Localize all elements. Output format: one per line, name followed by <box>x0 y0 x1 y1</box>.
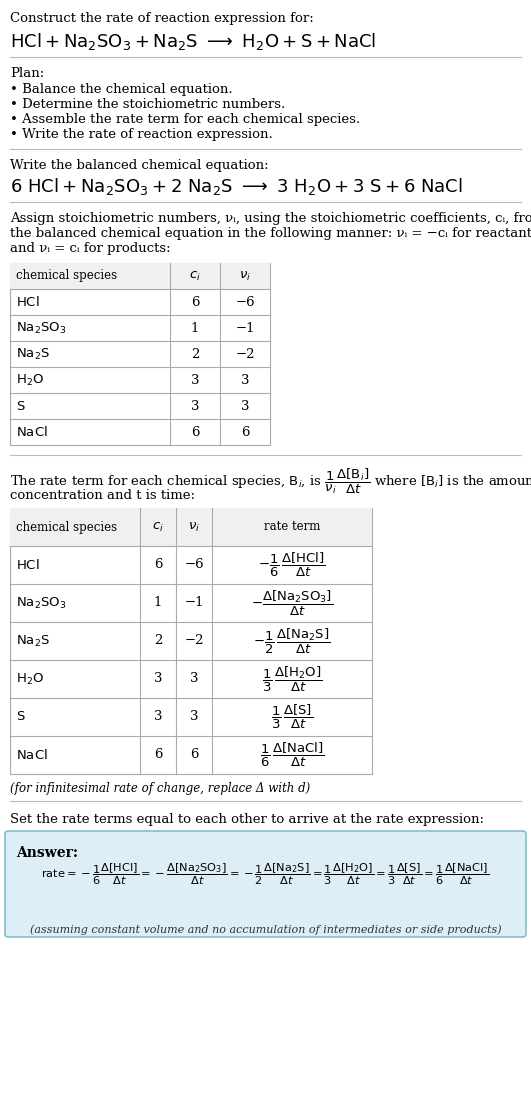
Bar <box>10 507 372 546</box>
Text: $\nu_i$: $\nu_i$ <box>188 521 200 534</box>
Text: 3: 3 <box>154 673 162 686</box>
Text: $\mathrm{NaCl}$: $\mathrm{NaCl}$ <box>16 748 48 762</box>
Text: −1: −1 <box>235 321 255 335</box>
Text: Write the balanced chemical equation:: Write the balanced chemical equation: <box>10 160 269 172</box>
Text: $\mathrm{H_2O}$: $\mathrm{H_2O}$ <box>16 372 44 388</box>
Text: 6: 6 <box>154 558 162 572</box>
Text: 6: 6 <box>241 425 249 439</box>
Text: 6: 6 <box>191 296 199 308</box>
Text: 6: 6 <box>191 425 199 439</box>
FancyBboxPatch shape <box>5 831 526 937</box>
Text: the balanced chemical equation in the following manner: νᵢ = −cᵢ for reactants: the balanced chemical equation in the fo… <box>10 227 531 240</box>
Text: concentration and t is time:: concentration and t is time: <box>10 489 195 502</box>
Text: −2: −2 <box>235 348 255 360</box>
Text: $\mathrm{S}$: $\mathrm{S}$ <box>16 400 25 412</box>
Text: chemical species: chemical species <box>16 269 117 283</box>
Text: −1: −1 <box>184 596 204 609</box>
Text: $\dfrac{1}{6}\,\dfrac{\Delta[\mathrm{NaCl}]}{\Delta t}$: $\dfrac{1}{6}\,\dfrac{\Delta[\mathrm{NaC… <box>260 741 324 769</box>
Text: Plan:: Plan: <box>10 66 44 80</box>
Text: −6: −6 <box>184 558 204 572</box>
Text: 3: 3 <box>190 673 198 686</box>
Text: chemical species: chemical species <box>16 521 117 533</box>
Text: $\mathrm{rate} = -\dfrac{1}{6}\dfrac{\Delta[\mathrm{HCl}]}{\Delta t} = -\dfrac{\: $\mathrm{rate} = -\dfrac{1}{6}\dfrac{\De… <box>41 861 490 886</box>
Text: 2: 2 <box>154 635 162 647</box>
Text: $\mathrm{NaCl}$: $\mathrm{NaCl}$ <box>16 425 48 439</box>
Text: $\mathrm{HCl}$: $\mathrm{HCl}$ <box>16 558 40 572</box>
Text: $c_i$: $c_i$ <box>152 521 164 534</box>
Text: 3: 3 <box>190 710 198 724</box>
Text: and νᵢ = cᵢ for products:: and νᵢ = cᵢ for products: <box>10 242 170 255</box>
Text: • Balance the chemical equation.: • Balance the chemical equation. <box>10 83 233 96</box>
Text: Answer:: Answer: <box>16 847 78 860</box>
Text: (assuming constant volume and no accumulation of intermediates or side products): (assuming constant volume and no accumul… <box>30 924 501 934</box>
Text: 3: 3 <box>191 400 199 412</box>
Text: −2: −2 <box>184 635 204 647</box>
Text: Assign stoichiometric numbers, νᵢ, using the stoichiometric coefficients, cᵢ, fr: Assign stoichiometric numbers, νᵢ, using… <box>10 212 531 225</box>
Text: rate term: rate term <box>264 521 320 533</box>
Text: 2: 2 <box>191 348 199 360</box>
Text: $\nu_i$: $\nu_i$ <box>239 269 251 283</box>
Text: 6: 6 <box>190 749 198 761</box>
Text: $\dfrac{1}{3}\,\dfrac{\Delta[\mathrm{H_2O}]}{\Delta t}$: $\dfrac{1}{3}\,\dfrac{\Delta[\mathrm{H_2… <box>262 665 322 694</box>
Text: The rate term for each chemical species, $\mathrm{B}_i$, is $\dfrac{1}{\nu_i}\df: The rate term for each chemical species,… <box>10 466 531 496</box>
Text: 1: 1 <box>154 596 162 609</box>
Text: $\mathrm{H_2O}$: $\mathrm{H_2O}$ <box>16 671 44 687</box>
Bar <box>10 263 270 445</box>
Text: 3: 3 <box>191 373 199 387</box>
Text: • Assemble the rate term for each chemical species.: • Assemble the rate term for each chemic… <box>10 113 360 126</box>
Text: $\mathrm{S}$: $\mathrm{S}$ <box>16 710 25 724</box>
Text: $c_i$: $c_i$ <box>189 269 201 283</box>
Text: 1: 1 <box>191 321 199 335</box>
Bar <box>10 507 372 774</box>
Text: $\dfrac{1}{3}\,\dfrac{\Delta[\mathrm{S}]}{\Delta t}$: $\dfrac{1}{3}\,\dfrac{\Delta[\mathrm{S}]… <box>271 702 313 731</box>
Text: (for infinitesimal rate of change, replace Δ with d​): (for infinitesimal rate of change, repla… <box>10 782 310 796</box>
Text: $-\dfrac{1}{6}\,\dfrac{\Delta[\mathrm{HCl}]}{\Delta t}$: $-\dfrac{1}{6}\,\dfrac{\Delta[\mathrm{HC… <box>258 551 326 579</box>
Text: −6: −6 <box>235 296 255 308</box>
Text: $-\dfrac{\Delta[\mathrm{Na_2SO_3}]}{\Delta t}$: $-\dfrac{\Delta[\mathrm{Na_2SO_3}]}{\Del… <box>251 588 333 617</box>
Text: $\mathrm{Na_2S}$: $\mathrm{Na_2S}$ <box>16 347 50 361</box>
Text: 3: 3 <box>154 710 162 724</box>
Text: 6: 6 <box>154 749 162 761</box>
Text: 3: 3 <box>241 373 249 387</box>
Text: 3: 3 <box>241 400 249 412</box>
Text: $\mathrm{Na_2S}$: $\mathrm{Na_2S}$ <box>16 634 50 648</box>
Bar <box>10 263 270 289</box>
Text: $\mathrm{6\ HCl + Na_2SO_3 + 2\ Na_2S \ \longrightarrow \ 3\ H_2O + 3\ S + 6\ Na: $\mathrm{6\ HCl + Na_2SO_3 + 2\ Na_2S \ … <box>10 176 463 197</box>
Text: • Determine the stoichiometric numbers.: • Determine the stoichiometric numbers. <box>10 98 285 111</box>
Text: Construct the rate of reaction expression for:: Construct the rate of reaction expressio… <box>10 12 314 25</box>
Text: $\mathrm{HCl + Na_2SO_3 + Na_2S \ \longrightarrow \ H_2O + S + NaCl}$: $\mathrm{HCl + Na_2SO_3 + Na_2S \ \longr… <box>10 31 376 52</box>
Text: $\mathrm{Na_2SO_3}$: $\mathrm{Na_2SO_3}$ <box>16 595 66 611</box>
Text: • Write the rate of reaction expression.: • Write the rate of reaction expression. <box>10 129 273 141</box>
Text: $\mathrm{HCl}$: $\mathrm{HCl}$ <box>16 295 40 309</box>
Text: $\mathrm{Na_2SO_3}$: $\mathrm{Na_2SO_3}$ <box>16 320 66 336</box>
Text: Set the rate terms equal to each other to arrive at the rate expression:: Set the rate terms equal to each other t… <box>10 813 484 825</box>
Text: $-\dfrac{1}{2}\,\dfrac{\Delta[\mathrm{Na_2S}]}{\Delta t}$: $-\dfrac{1}{2}\,\dfrac{\Delta[\mathrm{Na… <box>253 626 331 656</box>
